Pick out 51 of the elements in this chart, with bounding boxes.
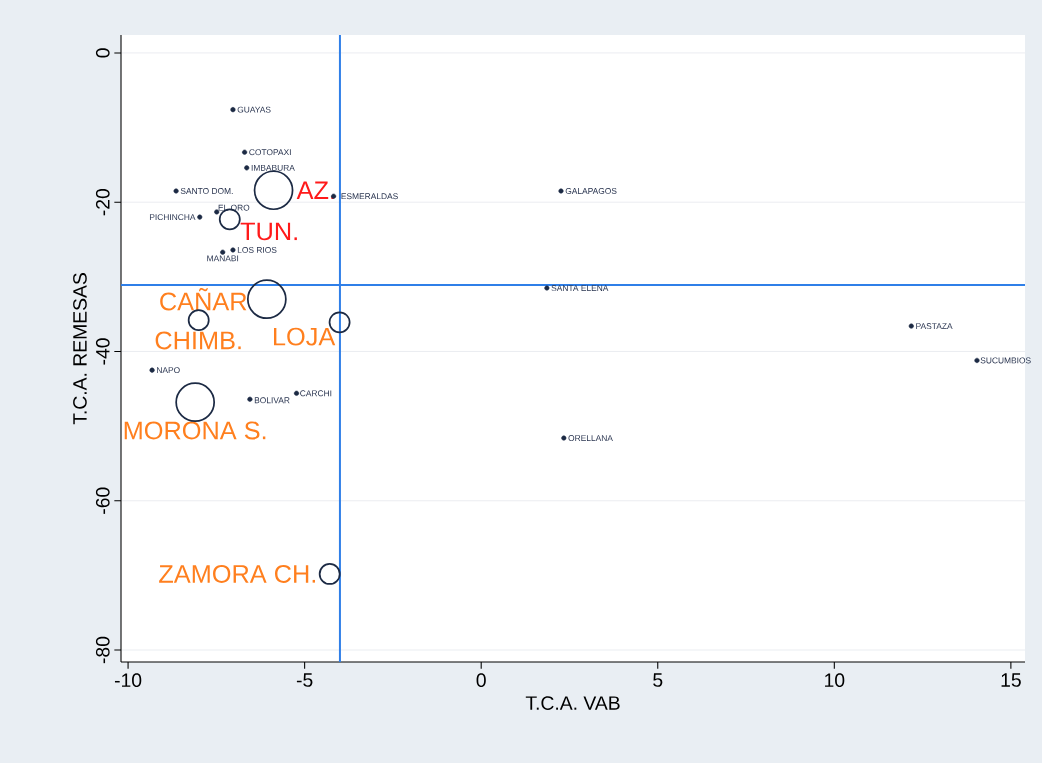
annotation: MORONA S. xyxy=(124,421,266,440)
annotation: CHIMB. xyxy=(155,331,241,350)
annotation: CARCHI xyxy=(300,390,332,397)
annotation: CAÑAR xyxy=(160,288,247,311)
annotation: LOJA xyxy=(274,327,336,346)
y-axis-title: T.C.A. REMESAS xyxy=(73,273,87,425)
annotation: SANTO DOM. xyxy=(180,188,233,194)
x-tick-label: -5 xyxy=(296,673,313,687)
point xyxy=(197,214,203,220)
y-tick-label: 0 xyxy=(95,48,110,58)
point xyxy=(173,188,179,194)
x-tick-label: 5 xyxy=(653,673,663,687)
point xyxy=(558,188,564,194)
annotation: MANABI xyxy=(207,255,239,262)
annotation: PICHINCHA xyxy=(149,214,196,221)
point xyxy=(220,249,226,255)
annotation: TUN. xyxy=(240,222,297,241)
x-tick-label: 10 xyxy=(825,673,845,688)
point xyxy=(293,390,300,396)
point xyxy=(247,396,253,402)
point xyxy=(561,435,567,441)
annotation: GALAPAGOS xyxy=(565,188,617,194)
annotation: IMBABURA xyxy=(251,164,295,171)
annotation: SUCUMBIOS xyxy=(980,357,1031,364)
y-tick-label: -20 xyxy=(95,188,110,216)
x-tick-label: 15 xyxy=(1001,673,1021,687)
annotation: GUAYAS xyxy=(237,106,271,113)
point xyxy=(544,285,550,291)
point xyxy=(230,247,236,253)
annotation: PASTAZA xyxy=(916,323,953,330)
point xyxy=(149,367,155,373)
point xyxy=(974,357,980,363)
x-axis-title: T.C.A. VAB xyxy=(525,696,620,710)
annotation: SANTA ELENA xyxy=(551,285,609,292)
annotation: NAPO xyxy=(157,367,180,374)
annotation: BOLIVAR xyxy=(254,397,290,404)
annotation: ORELLANA xyxy=(568,435,613,442)
annotation: AZ. xyxy=(296,181,334,199)
annotation: ZAMORA CH. xyxy=(159,564,316,583)
point xyxy=(908,323,914,329)
point xyxy=(244,165,250,171)
y-tick-label: -40 xyxy=(95,338,110,365)
annotation: ESMERALDAS xyxy=(341,193,398,200)
x-tick-label: -10 xyxy=(114,673,142,688)
x-tick-label: 0 xyxy=(476,673,486,688)
y-tick-label: -80 xyxy=(95,636,110,664)
point xyxy=(230,107,236,113)
point xyxy=(242,149,248,155)
annotation: COTOPAXI xyxy=(249,149,291,156)
annotation: LOS RIOS xyxy=(237,246,277,253)
y-tick-label: -60 xyxy=(95,487,110,514)
